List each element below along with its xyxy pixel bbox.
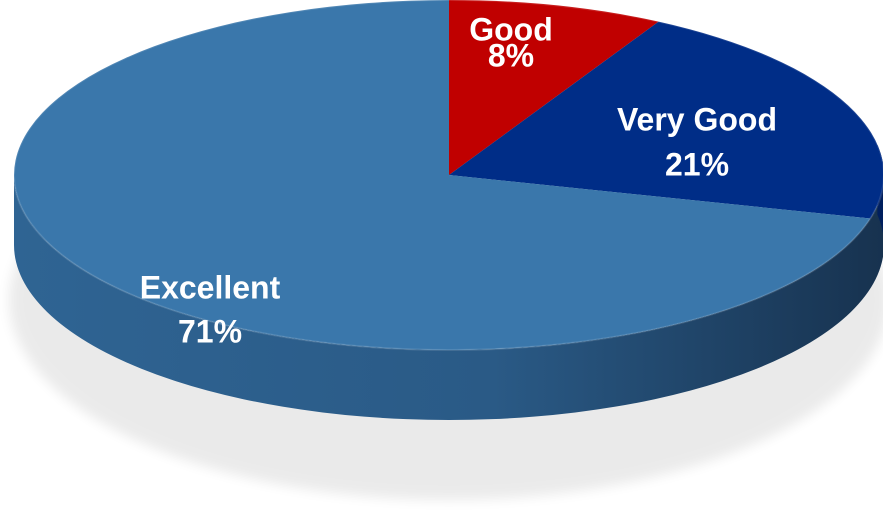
slice-value-very-good: 21% — [665, 146, 729, 182]
slice-label-very-good: Very Good — [617, 101, 777, 137]
slice-value-good: 8% — [488, 37, 534, 73]
pie-slice-excellent — [13, 0, 871, 351]
slice-value-excellent: 71% — [178, 313, 242, 349]
pie-top-face — [13, 0, 883, 351]
pie-slice-very-good — [449, 21, 883, 219]
slice-label-good: Good — [469, 11, 553, 47]
slice-label-excellent: Excellent — [140, 269, 281, 305]
pie-slice-good — [449, 0, 659, 175]
pie-side-excellent — [14, 175, 883, 420]
pie-top-rim — [13, 0, 883, 351]
